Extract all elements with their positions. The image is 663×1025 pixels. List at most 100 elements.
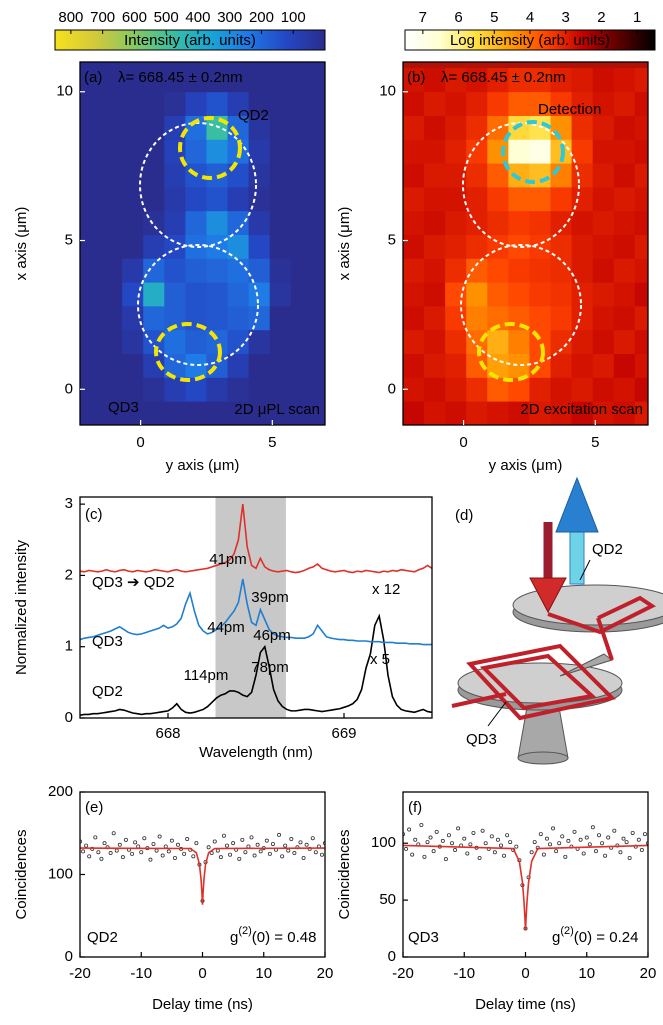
heatmap-cell xyxy=(508,330,529,354)
annotation: x 12 xyxy=(372,581,400,598)
data-point xyxy=(195,842,198,845)
data-point xyxy=(155,849,158,852)
heatmap-cell xyxy=(101,354,122,378)
heatmap-cell xyxy=(424,354,445,378)
data-point xyxy=(305,843,308,846)
heatmap-cell xyxy=(270,235,291,259)
heatmap-cell xyxy=(529,211,550,235)
heatmap-cell xyxy=(270,116,291,140)
heatmap-cell xyxy=(291,187,312,211)
y-tick-label: 10 xyxy=(379,83,396,100)
plot-area xyxy=(80,497,432,718)
data-point xyxy=(622,837,625,840)
y-tick-label: 0 xyxy=(65,948,73,965)
heatmap-cell xyxy=(291,139,312,163)
heatmap-cell xyxy=(270,92,291,116)
data-point xyxy=(183,852,186,855)
heatmap-cell xyxy=(593,187,614,211)
y-axis-label: x axis (μm) xyxy=(13,207,30,281)
y-tick-label: 0 xyxy=(65,709,73,726)
heatmap-cell xyxy=(635,258,656,282)
heatmap-cell xyxy=(445,330,466,354)
data-point xyxy=(256,843,259,846)
heatmap-cell xyxy=(635,306,656,330)
data-point xyxy=(600,842,603,845)
heatmap-cell xyxy=(312,68,333,92)
x-tick-label: 20 xyxy=(640,965,657,982)
data-point xyxy=(582,852,585,855)
heatmap-cell xyxy=(403,187,424,211)
heatmap-cell xyxy=(80,306,101,330)
y-axis-label: Normalized intensity xyxy=(13,539,30,675)
heatmap-cell xyxy=(487,187,508,211)
y-tick-label: 0 xyxy=(388,380,396,397)
data-point xyxy=(558,842,561,845)
heatmap-cell xyxy=(101,377,122,401)
x-tick-label: -10 xyxy=(130,965,152,982)
heatmap-cell xyxy=(593,116,614,140)
data-point xyxy=(499,844,502,847)
heatmap-cell xyxy=(122,354,143,378)
heatmap-cell xyxy=(249,163,270,187)
heatmap-cell xyxy=(635,354,656,378)
heatmap-cell xyxy=(164,163,185,187)
panel-label: (f) xyxy=(408,799,422,816)
data-point xyxy=(149,858,152,861)
heatmap-cell xyxy=(487,282,508,306)
data-point xyxy=(112,832,115,835)
data-point xyxy=(167,850,170,853)
data-point xyxy=(490,835,493,838)
heatmap-cell xyxy=(143,258,164,282)
heatmap-cell xyxy=(445,235,466,259)
heatmap-cell xyxy=(403,306,424,330)
data-point xyxy=(441,839,444,842)
data-point xyxy=(238,857,241,860)
highlight-band xyxy=(216,497,286,718)
heatmap-cell xyxy=(228,211,249,235)
heatmap-cell xyxy=(635,211,656,235)
heatmap-cell xyxy=(122,282,143,306)
data-point xyxy=(293,851,296,854)
heatmap-cell xyxy=(270,354,291,378)
heatmap-cell xyxy=(614,258,635,282)
data-point xyxy=(170,839,173,842)
x-tick-label: 5 xyxy=(591,434,599,451)
heatmap-cell xyxy=(80,258,101,282)
data-point xyxy=(103,842,106,845)
heatmap-cell xyxy=(270,330,291,354)
heatmap-cell xyxy=(80,235,101,259)
heatmap-cell xyxy=(101,211,122,235)
heatmap-cell xyxy=(445,377,466,401)
heatmap-cell xyxy=(228,306,249,330)
heatmap-cell xyxy=(572,68,593,92)
heatmap-cell xyxy=(593,282,614,306)
heatmap-cell xyxy=(614,377,635,401)
heatmap-cell xyxy=(270,258,291,282)
data-point xyxy=(207,846,210,849)
heatmap-cell xyxy=(80,92,101,116)
heatmap-cell xyxy=(466,92,487,116)
data-point xyxy=(158,835,161,838)
heatmap-cell xyxy=(635,139,656,163)
heatmap-cell xyxy=(143,139,164,163)
data-point xyxy=(457,827,460,830)
heatmap-cell xyxy=(551,282,572,306)
heatmap-cell xyxy=(143,377,164,401)
heatmap-cell xyxy=(466,306,487,330)
annotation: 39pm xyxy=(251,589,289,606)
heatmap-cell xyxy=(403,92,424,116)
data-point xyxy=(140,851,143,854)
heatmap-cell xyxy=(424,163,445,187)
heatmap-cell xyxy=(270,139,291,163)
heatmap-cell xyxy=(551,258,572,282)
data-point xyxy=(143,837,146,840)
heatmap-cell xyxy=(614,92,635,116)
data-point xyxy=(625,840,628,843)
heatmap-cell xyxy=(312,187,333,211)
heatmap-cell xyxy=(487,211,508,235)
heatmap-cell xyxy=(143,92,164,116)
heatmap-cell xyxy=(312,330,333,354)
data-point xyxy=(173,856,176,859)
heatmap-cell xyxy=(424,211,445,235)
heatmap-cell xyxy=(312,282,333,306)
